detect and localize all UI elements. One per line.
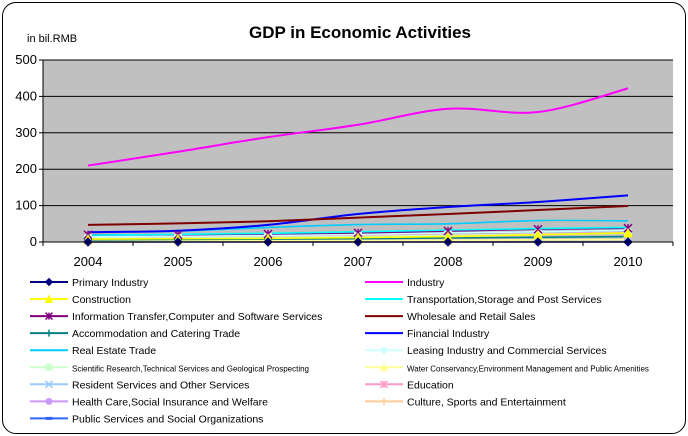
legend-swatch-marker	[44, 380, 54, 389]
legend-label: Scientific Research,Technical Services a…	[72, 364, 309, 373]
legend-label: Resident Services and Other Services	[72, 379, 249, 391]
legend-swatch-marker	[45, 363, 53, 371]
chart-title: GDP in Economic Activities	[249, 23, 471, 42]
legend-label: Primary Industry	[72, 277, 149, 289]
legend-label: Financial Industry	[407, 328, 490, 340]
legend-label: Health Care,Social Insurance and Welfare	[72, 396, 268, 408]
legend-swatch-marker	[45, 397, 53, 405]
series-1-line	[87, 87, 629, 167]
y-tick-label: 500	[15, 52, 37, 67]
legend-swatch-marker	[44, 294, 54, 304]
legend-item-15: Culture, Sports and Entertainment	[365, 396, 566, 408]
x-tick-label: 2006	[254, 254, 283, 269]
series-5-line	[87, 204, 629, 226]
legend-item-6: Accommodation and Catering Trade	[30, 328, 240, 340]
legend-swatch-marker	[380, 397, 388, 405]
x-tick-label: 2008	[434, 254, 463, 269]
legend-label: Accommodation and Catering Trade	[72, 328, 240, 340]
legend-item-12: Resident Services and Other Services	[30, 379, 249, 391]
series-7-line	[87, 194, 629, 234]
legend-swatch-marker	[45, 416, 53, 420]
legend-item-5: Wholesale and Retail Sales	[365, 311, 535, 323]
y-tick-label: 300	[15, 125, 37, 140]
x-tick-label: 2010	[614, 254, 643, 269]
y-tick-label: 100	[15, 198, 37, 213]
legend-swatch-marker	[379, 362, 389, 372]
legend-label: Transportation,Storage and Post Services	[407, 294, 602, 306]
legend-item-1: Industry	[365, 277, 445, 289]
x-tick-label: 2009	[524, 254, 553, 269]
x-tick-label: 2004	[74, 254, 103, 269]
gridlines	[43, 59, 673, 243]
plot-area	[43, 60, 673, 242]
legend-item-16: Public Services and Social Organizations	[30, 413, 263, 425]
legend-item-7: Financial Industry	[365, 328, 490, 340]
legend-swatch-marker	[44, 312, 54, 321]
legend-label: Construction	[72, 294, 131, 306]
legend: Primary Industry Industry Construction Tran…	[30, 277, 649, 425]
axes: 0 100 200 300 400 500 2004 2005 2006 2007 2008 2009…	[15, 52, 674, 269]
legend-item-9: Leasing Industry and Commercial Services	[365, 345, 607, 357]
legend-label: Water Conservancy,Environment Management…	[407, 364, 649, 373]
x-tick-label: 2007	[344, 254, 373, 269]
legend-item-3: Transportation,Storage and Post Services	[365, 294, 602, 306]
legend-item-10: Scientific Research,Technical Services a…	[30, 363, 309, 373]
legend-label: Education	[407, 379, 454, 391]
legend-swatch-marker	[44, 277, 54, 287]
legend-label: Wholesale and Retail Sales	[407, 311, 535, 323]
series-2-point-2010	[623, 227, 633, 238]
legend-label: Information Transfer,Computer and Softwa…	[72, 311, 322, 323]
legend-item-2: Construction	[30, 294, 131, 306]
legend-label: Leasing Industry and Commercial Services	[407, 345, 607, 357]
y-axis-unit-label: in bil.RMB	[27, 33, 77, 45]
y-tick-label: 0	[30, 234, 37, 249]
legend-label: Industry	[407, 277, 445, 289]
legend-label: Real Estate Trade	[72, 345, 156, 357]
legend-item-8: Real Estate Trade	[30, 345, 156, 357]
legend-item-13: Education	[365, 379, 454, 391]
legend-item-4: Information Transfer,Computer and Softwa…	[30, 311, 322, 323]
y-tick-label: 400	[15, 88, 37, 103]
legend-item-0: Primary Industry	[30, 277, 149, 289]
y-tick-label: 200	[15, 161, 37, 176]
legend-label: Public Services and Social Organizations	[72, 413, 263, 425]
legend-swatch-marker	[379, 345, 389, 355]
legend-swatch-marker	[45, 329, 53, 337]
legend-item-11: Water Conservancy,Environment Management…	[365, 362, 649, 373]
x-tick-label: 2005	[164, 254, 193, 269]
legend-item-14: Health Care,Social Insurance and Welfare	[30, 396, 268, 408]
legend-swatch-marker	[379, 380, 389, 389]
legend-label: Culture, Sports and Entertainment	[407, 396, 566, 408]
